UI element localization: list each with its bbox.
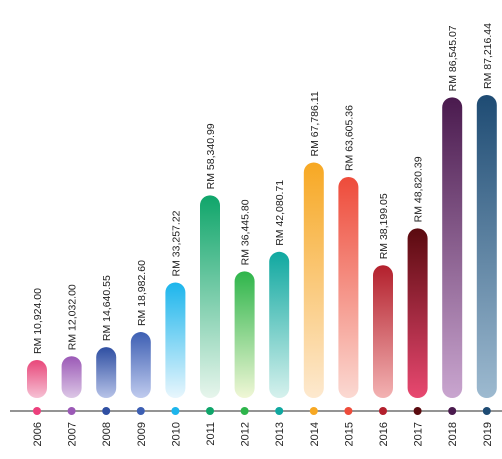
value-label-2007: RM 12,032.00 [67,284,79,350]
bar-2012 [234,271,255,398]
value-label-2015: RM 63,605.36 [343,105,355,171]
bar-2017 [407,228,428,398]
value-labels: RM 10,924.00 RM 12,032.00 RM 14,640.55 RM 1… [32,23,494,354]
x-tick-2012: 2012 [240,422,252,446]
axis-dot-2012 [240,407,249,415]
axis-dots-group [33,407,491,415]
x-tick-2017: 2017 [413,422,425,446]
axis-dot-2014 [309,407,318,415]
value-label-2019: RM 87,216.44 [482,23,494,89]
bars-group [27,95,497,398]
axis-dot-2008 [102,407,111,415]
x-tick-2007: 2007 [67,422,79,446]
x-tick-labels: 2006 2007 2008 2009 2010 2011 2012 2013 2014 2015… [32,422,494,446]
axis-dot-2011 [206,407,214,415]
bar-2009 [130,332,151,398]
value-label-2017: RM 48,820.39 [413,156,425,222]
x-tick-2006: 2006 [32,422,44,446]
bar-2007 [61,356,82,398]
axis-dot-2019 [482,407,491,415]
value-label-2012: RM 36,445.80 [240,199,252,265]
axis-dot-2015 [344,407,353,415]
x-tick-2013: 2013 [274,422,286,446]
bar-2008 [96,347,117,398]
x-tick-2010: 2010 [170,422,182,446]
axis-dot-2013 [275,407,284,415]
value-label-2010: RM 33,257.22 [170,210,182,276]
bar-2010 [165,282,186,398]
x-tick-2015: 2015 [343,422,355,446]
axis-dot-2018 [448,407,457,415]
axis-dot-2017 [413,407,422,415]
bar-2015 [338,177,359,398]
value-label-2006: RM 10,924.00 [32,288,44,354]
axis-dot-2010 [171,407,180,415]
axis-dot-2007 [67,407,76,415]
value-label-2018: RM 86,545.07 [447,25,459,91]
x-tick-2018: 2018 [447,422,459,446]
bar-2011 [200,195,220,398]
bar-2013 [269,251,290,398]
x-tick-2019: 2019 [482,422,494,446]
value-label-2014: RM 67,786.11 [309,91,321,156]
value-label-2008: RM 14,640.55 [101,275,113,341]
x-tick-2016: 2016 [378,422,390,446]
axis-dot-2016 [379,407,387,415]
bar-2019 [476,95,497,398]
axis-dot-2006 [33,407,41,415]
value-label-2016: RM 38,199.05 [378,193,390,259]
x-tick-2011: 2011 [205,422,217,446]
value-label-2011: RM 58,340.99 [205,123,217,189]
bar-2018 [442,97,463,398]
bar-2016 [373,265,393,398]
x-tick-2008: 2008 [101,422,113,446]
bar-2006 [27,360,47,398]
x-tick-2009: 2009 [136,422,148,446]
x-tick-2014: 2014 [309,422,321,446]
axis-dot-2009 [136,407,145,415]
value-label-2013: RM 42,080.71 [274,180,286,246]
value-label-2009: RM 18,982.60 [136,260,148,326]
bar-2014 [303,162,324,398]
